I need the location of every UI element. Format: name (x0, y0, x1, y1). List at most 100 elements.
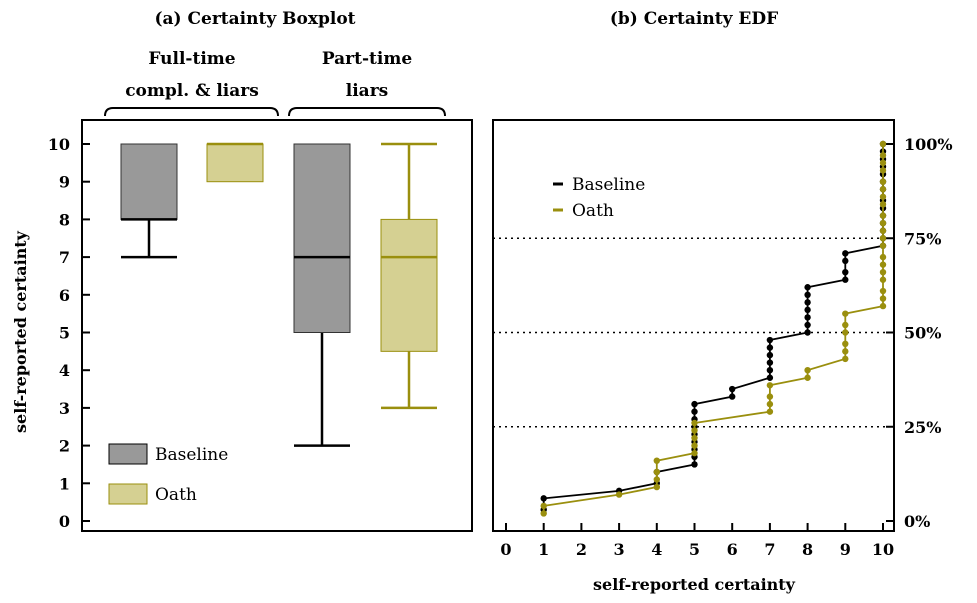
edf-point-baseline (540, 495, 547, 502)
edf-point-baseline (691, 408, 698, 415)
edf-point-oath (691, 442, 698, 449)
edf-point-baseline (842, 276, 849, 283)
edf-point-baseline (842, 268, 849, 276)
edf-point-oath (879, 276, 887, 283)
edf-point-baseline (842, 257, 849, 265)
group-brace-fulltime (104, 107, 279, 117)
edf-point-baseline (766, 374, 774, 381)
x-tick-label: 3 (614, 540, 625, 559)
edf-point-oath (879, 201, 887, 208)
edf-point-baseline (691, 400, 698, 408)
edf-frame (492, 119, 895, 532)
edf-point-oath (879, 140, 887, 148)
x-tick-label: 4 (651, 540, 662, 559)
y-tick-label: 4 (59, 361, 70, 380)
edf-point-baseline (729, 385, 736, 393)
edf-point-oath (766, 400, 774, 408)
edf-point-oath (879, 159, 887, 167)
edf-point-baseline (804, 321, 811, 329)
edf-point-oath (691, 419, 698, 427)
y-tick-label: 8 (59, 210, 70, 229)
edf-point-oath (842, 348, 849, 355)
edf-point-oath (691, 427, 698, 434)
edf-point-oath (766, 393, 774, 400)
legend-label-baseline: Baseline (572, 175, 645, 195)
y-tick-label: 1 (59, 474, 70, 493)
group-label-parttime-line1: Part-time (322, 49, 413, 69)
box-oath (206, 143, 264, 183)
edf-point-oath (842, 340, 849, 348)
y-tick-label: 9 (59, 173, 70, 192)
boxplot-plot-area: 0 1 2 3 4 5 6 7 8 9 10 Baseline Oath (48, 119, 473, 532)
edf-point-oath (879, 152, 887, 159)
edf-point-oath (653, 457, 660, 464)
x-tick-label: 10 (872, 540, 894, 559)
legend-label-baseline: Baseline (155, 445, 228, 465)
legend-label-oath: Oath (155, 485, 197, 505)
x-tick-label: 7 (764, 540, 775, 559)
edf-point-oath (842, 355, 849, 363)
edf-title: (b) Certainty EDF (610, 9, 778, 29)
edf-point-oath (879, 242, 887, 249)
certainty-edf-panel: (b) Certainty EDF self-reported certaint… (492, 9, 953, 594)
group-label-parttime-line2: liars (346, 81, 388, 101)
boxplot-title: (a) Certainty Boxplot (154, 9, 355, 29)
edf-point-oath (766, 382, 774, 389)
y-tick-label: 6 (59, 286, 70, 305)
edf-point-oath (879, 268, 887, 276)
edf-point-oath (879, 253, 887, 261)
y-tick-label: 0 (59, 512, 70, 531)
boxplot-y-axis-label: self-reported certainty (11, 230, 30, 433)
edf-point-oath (842, 321, 849, 329)
edf-point-oath (653, 476, 660, 483)
x-tick-label: 9 (840, 540, 851, 559)
edf-point-oath (879, 186, 887, 193)
edf-point-baseline (804, 314, 811, 321)
group-brace-parttime (288, 107, 446, 117)
box-baseline (293, 143, 351, 333)
edf-point-baseline (804, 284, 811, 291)
x-tick-label: 0 (500, 540, 511, 559)
y-tick-label: 2 (59, 437, 70, 456)
edf-point-oath (842, 310, 849, 317)
edf-point-oath (540, 510, 547, 517)
x-tick-label: 6 (727, 540, 738, 559)
edf-point-oath (879, 212, 887, 219)
edf-point-baseline (804, 329, 811, 336)
edf-point-baseline (766, 351, 774, 359)
edf-point-oath (540, 502, 547, 510)
edf-point-baseline (804, 291, 811, 298)
boxplot-frame (81, 119, 473, 532)
edf-line-oath (542, 144, 884, 514)
edf-point-oath (615, 491, 623, 498)
edf-point-oath (842, 329, 849, 336)
group-label-fulltime-line1: Full-time (148, 49, 235, 69)
y-tick-label: 0% (904, 512, 930, 531)
edf-point-oath (653, 468, 660, 476)
y-tick-label: 25% (904, 418, 941, 437)
x-tick-label: 2 (576, 540, 587, 559)
edf-point-baseline (804, 306, 811, 314)
edf-point-oath (879, 261, 887, 268)
y-tick-label: 75% (904, 229, 941, 248)
edf-point-baseline (842, 250, 849, 257)
legend-label-oath: Oath (572, 201, 614, 221)
box-oath (380, 218, 438, 352)
edf-point-baseline (729, 393, 736, 400)
edf-point-oath (879, 227, 887, 234)
edf-point-baseline (691, 461, 698, 468)
edf-point-oath (879, 287, 887, 295)
edf-point-baseline (804, 299, 811, 306)
edf-point-oath (766, 408, 774, 415)
y-tick-label: 50% (904, 324, 941, 343)
y-tick-label: 3 (59, 399, 70, 418)
edf-point-oath (653, 483, 660, 491)
edf-line-baseline (542, 144, 884, 510)
edf-point-oath (804, 367, 811, 374)
x-tick-label: 8 (802, 540, 813, 559)
box-baseline (120, 143, 178, 220)
edf-point-baseline (766, 359, 774, 366)
edf-point-oath (879, 302, 887, 310)
certainty-boxplot-panel: (a) Certainty Boxplot Full-time compl. &… (11, 9, 473, 532)
